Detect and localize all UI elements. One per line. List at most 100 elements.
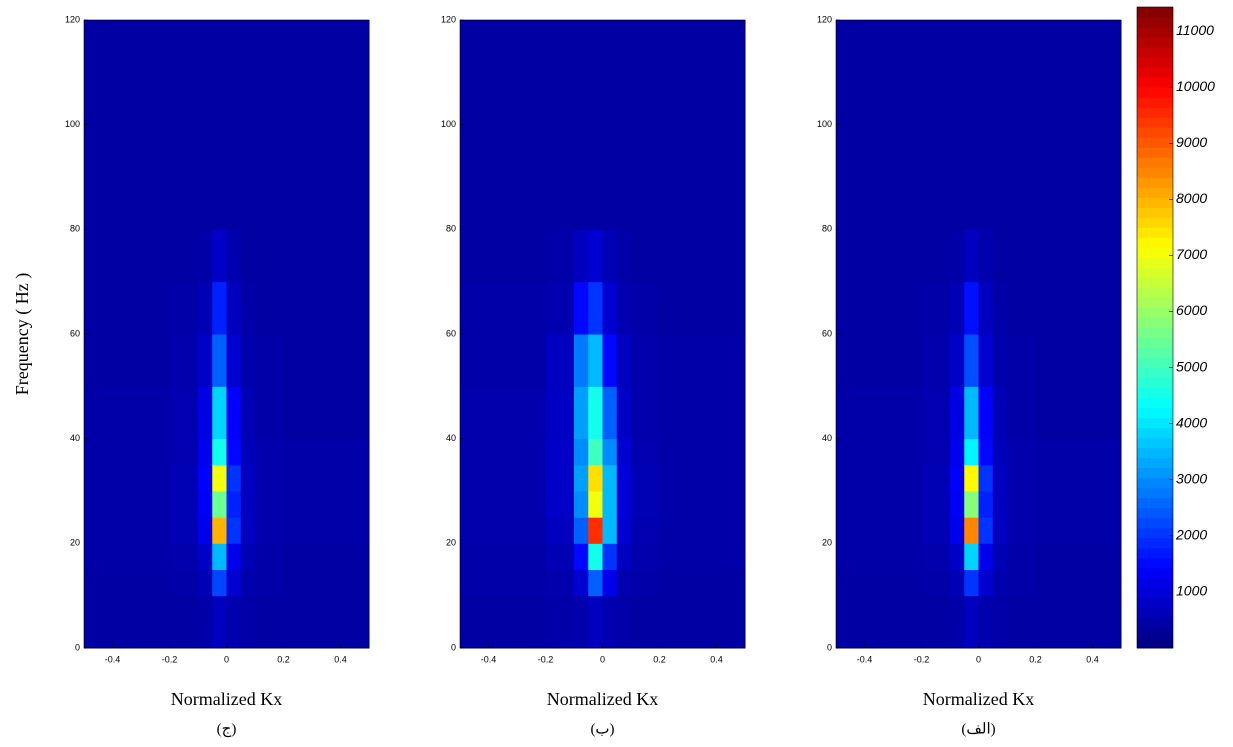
heat-cell xyxy=(84,569,170,597)
heat-cell xyxy=(460,491,546,518)
colorbar-step xyxy=(1137,187,1173,198)
heat-cell xyxy=(1007,20,1036,230)
heat-cell xyxy=(169,334,199,387)
heat-cell xyxy=(212,543,227,570)
colorbar-step xyxy=(1137,257,1173,268)
heat-cell xyxy=(616,229,632,283)
heat-cell xyxy=(602,491,618,518)
heat-cell xyxy=(283,491,370,518)
heat-cell xyxy=(588,517,603,544)
heat-cell xyxy=(992,464,1008,492)
heat-cell xyxy=(212,517,227,544)
heat-cell xyxy=(659,491,746,518)
heat-cell xyxy=(226,464,242,492)
heat-cell xyxy=(659,543,746,570)
heat-cell xyxy=(921,517,951,544)
heat-cell xyxy=(545,20,575,230)
heat-cell xyxy=(588,281,603,335)
colorbar-step xyxy=(1137,517,1173,529)
heat-cell xyxy=(255,595,284,649)
heat-cell xyxy=(950,464,965,492)
colorbar-tick-label: 4000 xyxy=(1176,414,1207,430)
heat-cell xyxy=(1007,438,1036,466)
heat-cell xyxy=(950,491,965,518)
colorbar-step xyxy=(1137,77,1173,88)
heat-cell xyxy=(836,464,922,492)
heat-cell xyxy=(545,595,575,649)
heat-cell xyxy=(1007,386,1036,440)
heat-cell xyxy=(602,517,618,544)
y-tick-label: 60 xyxy=(446,328,456,338)
colorbar-step xyxy=(1137,97,1173,108)
heat-cell xyxy=(212,386,227,440)
heat-cell xyxy=(950,229,965,283)
heat-cell xyxy=(84,229,170,283)
colorbar-step xyxy=(1137,497,1173,509)
heat-cell xyxy=(84,438,170,466)
x-axis-label: Normalized Kx xyxy=(171,689,282,709)
heat-cell xyxy=(964,386,979,440)
y-tick-label: 120 xyxy=(817,14,832,24)
heat-cell xyxy=(1035,569,1122,597)
heat-cell xyxy=(212,229,227,283)
heat-cell xyxy=(545,334,575,387)
heat-cell xyxy=(460,543,546,570)
heat-cell xyxy=(169,20,199,230)
heat-cell xyxy=(659,229,746,283)
heat-cell xyxy=(921,438,951,466)
heat-cell xyxy=(545,229,575,283)
heat-cell xyxy=(283,569,370,597)
heat-cell xyxy=(460,569,546,597)
colorbar-step xyxy=(1137,227,1173,238)
heat-cell xyxy=(574,543,589,570)
heat-cell xyxy=(1035,464,1122,492)
heat-cell xyxy=(992,334,1008,387)
heat-cell xyxy=(1007,595,1036,649)
heat-cell xyxy=(964,229,979,283)
heat-cell xyxy=(616,464,632,492)
heat-cell xyxy=(921,229,951,283)
heat-cell xyxy=(283,543,370,570)
heat-cell xyxy=(545,438,575,466)
heat-cell xyxy=(921,334,951,387)
heat-cell xyxy=(992,20,1008,230)
heat-cell xyxy=(964,491,979,518)
heat-cell xyxy=(836,595,922,649)
y-tick-label: 20 xyxy=(822,538,832,548)
heat-cell xyxy=(169,543,199,570)
y-tick-label: 80 xyxy=(70,224,80,234)
colorbar-step xyxy=(1137,387,1173,399)
heat-cell xyxy=(602,386,618,440)
heat-cell xyxy=(84,517,170,544)
colorbar-tick-label: 3000 xyxy=(1176,470,1207,486)
heat-cell xyxy=(992,543,1008,570)
colorbar-step xyxy=(1137,547,1173,559)
heat-cell xyxy=(1007,543,1036,570)
colorbar-step xyxy=(1137,247,1173,258)
colorbar-step xyxy=(1137,177,1173,188)
heat-cell xyxy=(631,569,660,597)
y-tick-label: 80 xyxy=(446,224,456,234)
heat-cell xyxy=(964,595,979,649)
heat-cell xyxy=(588,334,603,387)
heat-cell xyxy=(631,229,660,283)
colorbar-step xyxy=(1137,137,1173,148)
heat-cell xyxy=(616,386,632,440)
heat-cell xyxy=(602,229,618,283)
heat-cell xyxy=(84,334,170,387)
y-tick-label: 120 xyxy=(65,14,80,24)
heat-cell xyxy=(255,334,284,387)
heat-cell xyxy=(198,491,213,518)
heat-cell xyxy=(460,595,546,649)
heat-cell xyxy=(992,595,1008,649)
heat-cell xyxy=(545,543,575,570)
heat-cell xyxy=(1035,517,1122,544)
heat-cell xyxy=(1035,281,1122,335)
x-tick-label: -0.2 xyxy=(914,654,930,664)
colorbar-tick-label: 7000 xyxy=(1176,246,1207,262)
colorbar-step xyxy=(1137,147,1173,158)
heat-cell xyxy=(964,281,979,335)
heat-cell xyxy=(631,517,660,544)
heat-cell xyxy=(964,20,979,230)
colorbar-step xyxy=(1137,537,1173,549)
